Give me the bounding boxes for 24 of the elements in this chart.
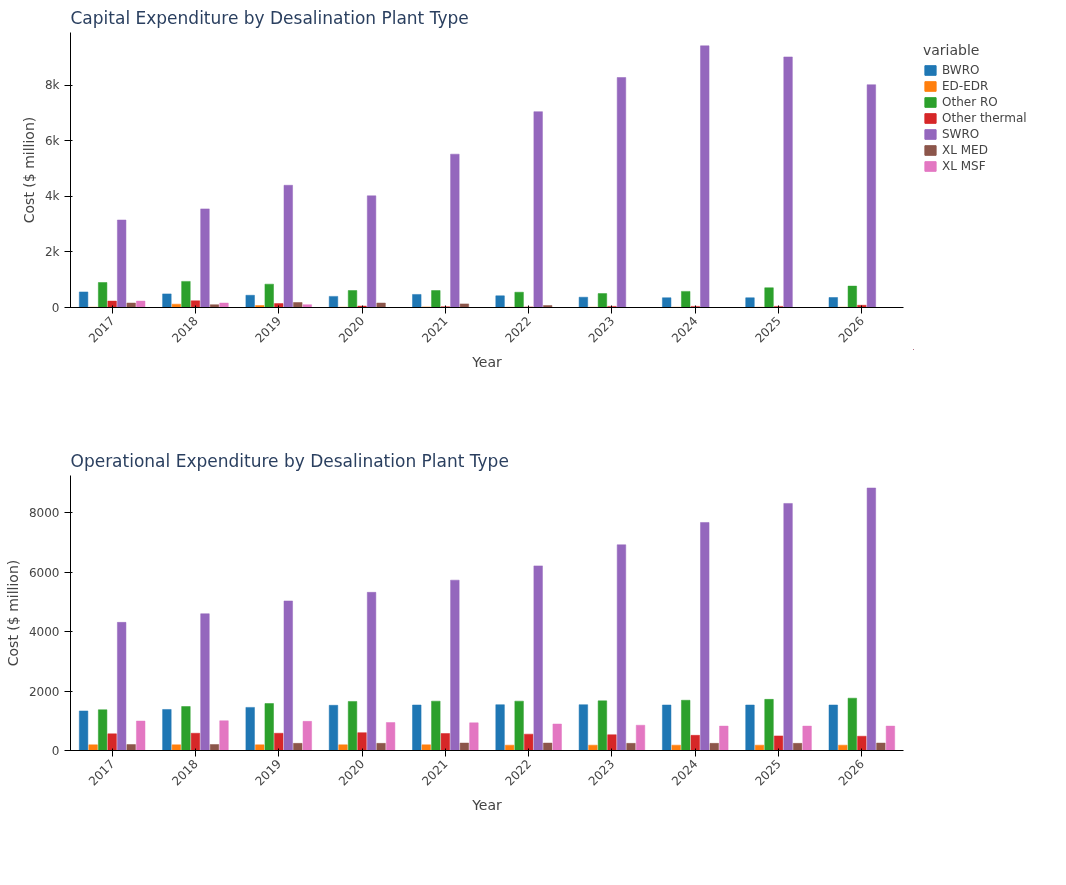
y-tick-label: 8000 xyxy=(28,506,60,521)
y-tick-label: 0 xyxy=(51,300,60,315)
legend-label: XL MED xyxy=(942,143,988,157)
y-axis-title: Cost ($ million) xyxy=(4,559,21,667)
x-axis-title: Year xyxy=(471,797,503,814)
legend-label: ED-EDR xyxy=(942,79,989,93)
legend-title: variable xyxy=(923,42,981,58)
legend-label: BWRO xyxy=(942,63,980,77)
legend-label: SWRO xyxy=(942,127,980,141)
x-axis-title: Year xyxy=(471,354,503,371)
y-tick-label: 6000 xyxy=(28,565,60,580)
y-tick-label: 0 xyxy=(51,744,60,758)
y-tick-label: 4000 xyxy=(28,625,60,640)
y-tick-label: 4k xyxy=(44,189,60,204)
legend-label: Other thermal xyxy=(942,111,1027,125)
legend-label: Other RO xyxy=(942,95,998,109)
legend-label: XL MSF xyxy=(942,159,986,173)
y-tick-label: 6k xyxy=(44,133,60,148)
y-axis-title: Cost ($ million) xyxy=(20,116,37,224)
y-tick-label: 8k xyxy=(44,78,60,93)
y-tick-label: 2k xyxy=(44,244,60,259)
chart-title: Capital Expenditure by Desalination Plant Type xyxy=(70,7,469,28)
y-tick-label: 2000 xyxy=(28,684,60,699)
chart-title: Operational Expenditure by Desalination Plant Type xyxy=(70,450,509,471)
